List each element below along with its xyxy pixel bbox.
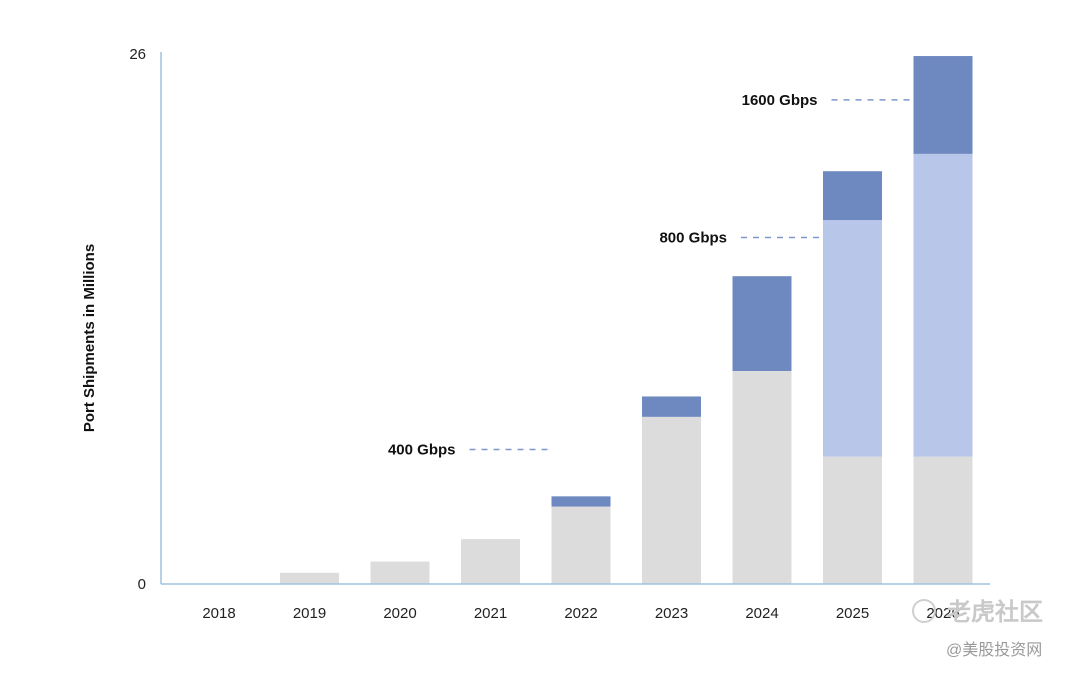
- bar-2023-segment-1: [642, 416, 701, 584]
- bar-2026-segment-2: [913, 153, 973, 457]
- bar-2023-segment-3: [642, 396, 701, 417]
- y-tick-label: 0: [138, 576, 146, 593]
- bar-2025-segment-3: [823, 171, 882, 221]
- x-tick-label: 2022: [564, 605, 597, 622]
- y-axis-label: Port Shipments in Millions: [81, 244, 98, 432]
- watermark-text: 老虎社区: [947, 598, 1043, 626]
- x-tick-label: 2020: [383, 605, 416, 622]
- bar-2025-segment-1: [823, 456, 882, 584]
- bar-2022-segment-1: [551, 506, 611, 584]
- x-tick-label: 2025: [836, 605, 869, 622]
- x-tick-label: 2021: [474, 605, 507, 622]
- bar-2020-segment-1: [370, 561, 430, 584]
- bar-2021-segment-1: [461, 539, 520, 584]
- watermark-logo-icon: [912, 599, 936, 623]
- x-tick-label: 2024: [745, 605, 778, 622]
- annotation-label: 800 Gbps: [659, 229, 727, 246]
- watermark-subtext: @美股投资网: [946, 641, 1042, 659]
- bar-2024-segment-1: [732, 370, 792, 584]
- bar-2019-segment-1: [280, 572, 339, 584]
- bars-group: [280, 56, 973, 584]
- annotation-label: 1600 Gbps: [742, 92, 818, 109]
- annotations-group: 400 Gbps 800 Gbps 1600 Gbps: [388, 92, 914, 458]
- y-tick-label: 26: [129, 46, 146, 63]
- y-tick-labels: 0 26: [129, 46, 146, 593]
- annotation-label: 400 Gbps: [388, 441, 456, 458]
- bar-2025-segment-2: [823, 220, 882, 457]
- x-tick-label: 2019: [293, 605, 326, 622]
- bar-2026-segment-3: [913, 56, 973, 154]
- x-tick-labels: 2018 2019 2020 2021 2022 2023 2024 2025 2026: [202, 605, 959, 622]
- x-tick-label: 2018: [202, 605, 235, 622]
- watermark: 老虎社区 @美股投资网: [912, 598, 1043, 659]
- bar-2026-segment-1: [913, 456, 973, 584]
- bar-2022-segment-3: [551, 496, 611, 507]
- bar-2024-segment-3: [732, 276, 792, 371]
- x-tick-label: 2023: [655, 605, 688, 622]
